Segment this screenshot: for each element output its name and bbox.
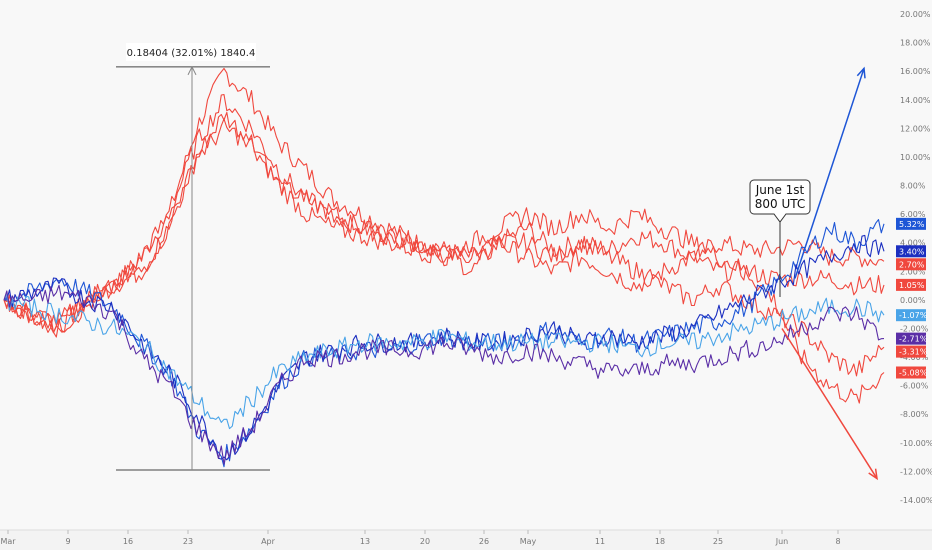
y-tick-label: -12.00% xyxy=(900,467,932,476)
value-badge-8 xyxy=(896,332,926,345)
x-tick-label: May xyxy=(520,537,537,546)
y-tick-label: 12.00% xyxy=(900,124,931,133)
x-tick-label: Apr xyxy=(261,537,276,546)
value-badge-label-8: -2.71% xyxy=(899,335,928,344)
x-tick-label: Mar xyxy=(0,537,16,546)
measure-label-box xyxy=(126,42,256,61)
value-badge-2 xyxy=(896,278,926,291)
value-badge-label-3: -3.31% xyxy=(899,348,928,357)
x-axis: Mar 9 16 23 Apr 13 20 26 May 11 18 25 Jun 8 xyxy=(0,530,841,546)
value-badge-label-1: 2.70% xyxy=(899,260,925,269)
down-arrow-line xyxy=(781,328,878,479)
up-arrow-head xyxy=(856,66,866,79)
value-badge-label-4: -5.08% xyxy=(899,368,928,377)
x-tick-label: 13 xyxy=(360,537,370,546)
y-tick-label: 10.00% xyxy=(900,153,931,162)
value-badge-3 xyxy=(896,345,926,358)
value-badge-1 xyxy=(896,258,926,271)
projection-arrows xyxy=(781,66,878,481)
value-badge-7 xyxy=(896,309,926,322)
y-tick-label: -2.00% xyxy=(900,324,929,333)
y-tick-label: 4.00% xyxy=(900,239,926,248)
last-value-badges: 5.32% 3.40% 2.70% 1.05% -1.07% -2.71% -3.31% -5… xyxy=(896,217,928,379)
x-axis-panel[interactable] xyxy=(0,530,932,550)
value-badge-4 xyxy=(896,366,926,379)
x-tick-label: 18 xyxy=(655,537,665,546)
y-tick-label: -14.00% xyxy=(900,496,932,505)
value-badge-label-5: 5.32% xyxy=(899,220,925,229)
value-badge-label-2: 1.05% xyxy=(899,281,925,290)
value-badge-label-7: -1.07% xyxy=(899,311,928,320)
y-tick-label: -8.00% xyxy=(900,410,929,419)
series-layer xyxy=(3,67,885,468)
y-tick-label: 14.00% xyxy=(900,96,931,105)
x-tick-label: 16 xyxy=(123,537,133,546)
y-tick-label: 0.00% xyxy=(900,296,926,305)
series-line-8 xyxy=(3,284,885,465)
callout-bubble xyxy=(749,179,811,223)
y-tick-label: 20.00% xyxy=(900,10,931,19)
measure-tool: 0.18404 (32.01%) 1840.4 xyxy=(116,42,270,471)
value-badge-label-6: 3.40% xyxy=(899,247,925,256)
x-tick-label: Jun xyxy=(775,537,789,546)
x-tick-label: 20 xyxy=(420,537,430,546)
y-tick-label: 8.00% xyxy=(900,182,926,191)
series-line-3 xyxy=(3,94,885,377)
y-tick-label: 2.00% xyxy=(900,267,926,276)
callout-line-1: June 1st xyxy=(755,183,805,197)
up-arrow-line xyxy=(794,68,865,279)
y-tick-label: 18.00% xyxy=(900,39,931,48)
x-tick-label: 8 xyxy=(835,537,840,546)
series-line-7 xyxy=(3,293,885,430)
y-axis[interactable]: 20.00% 18.00% 16.00% 14.00% 12.00% 10.00% 8.00… xyxy=(900,10,932,505)
down-arrow-head xyxy=(868,468,878,481)
x-tick-label: 26 xyxy=(479,537,489,546)
series-line-4 xyxy=(3,118,885,404)
series-line-5 xyxy=(3,219,885,468)
y-tick-label: 6.00% xyxy=(900,210,926,219)
callout-line-2: 800 UTC xyxy=(755,197,806,211)
y-tick-label: -6.00% xyxy=(900,382,929,391)
y-tick-label: -10.00% xyxy=(900,439,932,448)
x-tick-label: 11 xyxy=(595,537,605,546)
value-badge-6 xyxy=(896,245,926,258)
x-tick-label: 25 xyxy=(713,537,723,546)
y-tick-label: 16.00% xyxy=(900,67,931,76)
x-tick-label: 23 xyxy=(183,537,193,546)
measure-label: 0.18404 (32.01%) 1840.4 xyxy=(127,48,256,59)
value-badge-5 xyxy=(896,217,926,230)
x-tick-label: 9 xyxy=(65,537,70,546)
measure-arrowhead xyxy=(187,65,197,76)
